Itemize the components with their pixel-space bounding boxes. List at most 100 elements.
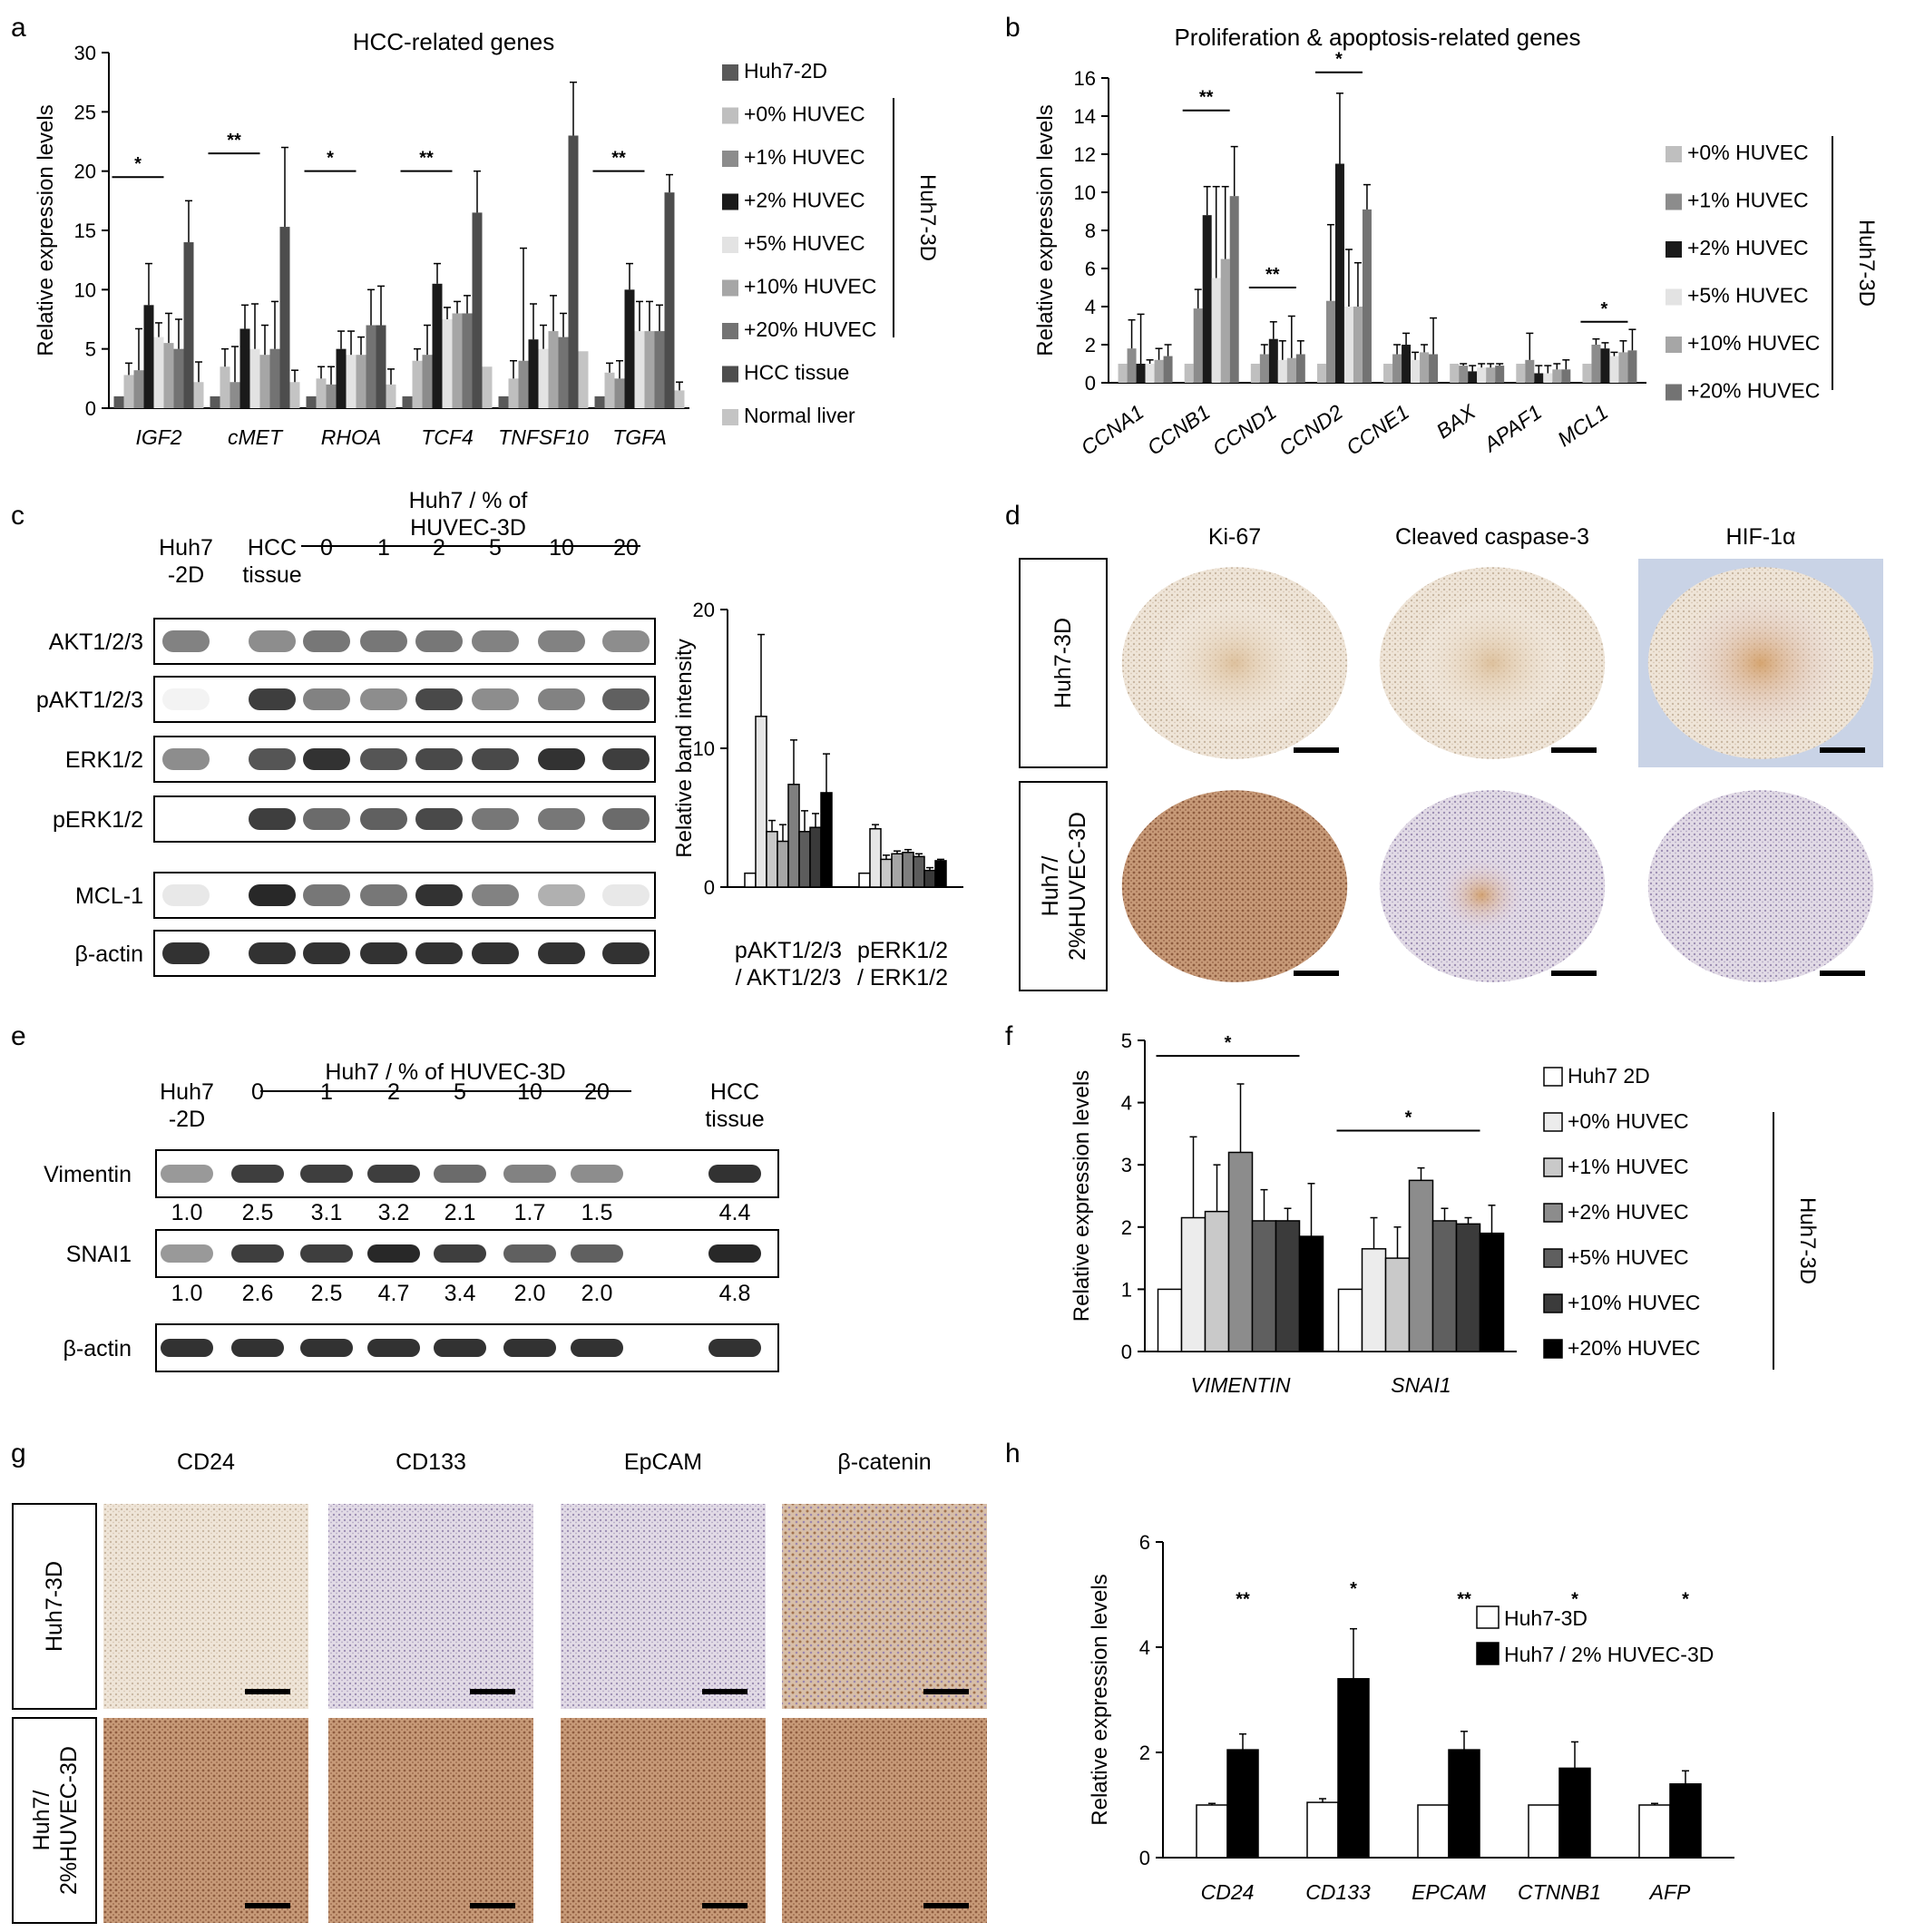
y-tick-label: 16 bbox=[1074, 67, 1096, 90]
blot-band bbox=[571, 1339, 623, 1357]
blot-band bbox=[303, 630, 350, 652]
bar--1-huvec bbox=[1591, 345, 1601, 383]
blot-band bbox=[231, 1339, 284, 1357]
legend-swatch bbox=[1666, 241, 1682, 258]
blot-band bbox=[434, 1165, 486, 1183]
bar-huh7-3d bbox=[1528, 1804, 1560, 1859]
blot-quant-value: 4.8 bbox=[719, 1281, 751, 1306]
blot-row-label: MCL-1 bbox=[75, 883, 143, 909]
bar-hcc-tissue bbox=[664, 192, 675, 408]
blot-lane-label-line: 0 bbox=[320, 535, 333, 561]
blot-quant-value: 2.1 bbox=[444, 1200, 476, 1225]
bar-huh7-2-huvec-3d bbox=[1448, 1749, 1480, 1859]
ihc-spheroid bbox=[1647, 790, 1874, 982]
y-tick-label: 30 bbox=[74, 42, 96, 64]
blot-lane-label-line: -2D bbox=[169, 1107, 205, 1132]
bar--2-huvec bbox=[1600, 348, 1610, 383]
blot-lane-label-line: 2 bbox=[433, 535, 445, 561]
ihc-row-label-line: 2%HUVEC-3D bbox=[1065, 812, 1090, 961]
bar--10-huvec bbox=[644, 331, 655, 408]
blot-band bbox=[434, 1339, 486, 1357]
bar--0-huvec bbox=[316, 378, 327, 408]
blot-band bbox=[538, 808, 585, 830]
blot-lane-label: 1 bbox=[377, 535, 390, 561]
significance-mark: ** bbox=[227, 131, 241, 151]
legend-label: +1% HUVEC bbox=[1687, 189, 1809, 212]
scale-bar bbox=[1551, 971, 1597, 976]
ihc-staining-core bbox=[1437, 857, 1526, 933]
scale-bar bbox=[470, 1903, 515, 1908]
blot-header-line: HUVEC-3D bbox=[410, 515, 526, 541]
bar--1-huvec bbox=[614, 378, 625, 408]
blot-band bbox=[503, 1165, 556, 1183]
blot-band bbox=[249, 748, 296, 770]
significance-mark: ** bbox=[1457, 1590, 1471, 1610]
blot-quant-value: 3.4 bbox=[444, 1281, 476, 1306]
ihc-column-label: CD133 bbox=[396, 1449, 466, 1475]
blot-band bbox=[300, 1339, 353, 1357]
bar--20-huvec bbox=[1479, 1232, 1505, 1352]
x-category-label-line: pAKT1/2/3 bbox=[735, 938, 842, 963]
bar--2-huvec bbox=[1334, 163, 1344, 383]
bar-huh7-2d bbox=[594, 395, 605, 408]
scale-bar bbox=[245, 1903, 290, 1908]
blot-lane-label: 5 bbox=[489, 535, 502, 561]
bar--2-huvec bbox=[624, 289, 635, 408]
legend-label: +0% HUVEC bbox=[1568, 1109, 1689, 1133]
x-category-label-line: / AKT1/2/3 bbox=[736, 965, 842, 990]
x-category-label: TNFSF10 bbox=[498, 425, 589, 449]
y-tick-label: 4 bbox=[1085, 296, 1096, 318]
bar--0-huvec bbox=[1582, 364, 1592, 383]
blot-band bbox=[602, 942, 650, 964]
blot-band bbox=[300, 1244, 353, 1263]
blot-quant-value: 1.7 bbox=[514, 1200, 546, 1225]
y-tick-label: 8 bbox=[1085, 220, 1096, 242]
y-tick-label: 1 bbox=[1121, 1278, 1132, 1301]
y-axis-label: Relative expression levels bbox=[34, 104, 58, 356]
legend-label: +0% HUVEC bbox=[1687, 141, 1809, 164]
legend-swatch bbox=[1666, 146, 1682, 162]
panel-letter-b: b bbox=[1005, 13, 1021, 43]
bar--0-huvec bbox=[1184, 364, 1194, 383]
legend-swatch bbox=[1543, 1157, 1563, 1177]
bar--5-huvec bbox=[1477, 367, 1487, 383]
blot-band bbox=[602, 630, 650, 652]
bar--1-huvec bbox=[230, 382, 240, 408]
blot-band bbox=[472, 808, 519, 830]
bar--0-huvec bbox=[1316, 364, 1326, 383]
x-category-label-line: pERK1/2 bbox=[857, 938, 948, 963]
blot-lane-label-line: 5 bbox=[489, 535, 502, 561]
panel-letter-h: h bbox=[1005, 1439, 1021, 1469]
blot-band bbox=[360, 808, 407, 830]
significance-mark: * bbox=[1601, 299, 1608, 319]
blot-lane-label: 20 bbox=[613, 535, 639, 561]
blot-band bbox=[249, 884, 296, 906]
legend-swatch bbox=[722, 323, 738, 339]
y-tick-label: 0 bbox=[1121, 1341, 1132, 1363]
x-category-label: SNAI1 bbox=[1391, 1373, 1451, 1397]
y-tick-label: 20 bbox=[74, 161, 96, 183]
x-category-label: CCNA1 bbox=[1077, 400, 1148, 460]
scale-bar bbox=[1294, 971, 1339, 976]
bar--10-huvec bbox=[1455, 1223, 1481, 1352]
blot-band bbox=[367, 1339, 420, 1357]
bar-huh7-2d bbox=[858, 872, 871, 888]
blot-band bbox=[538, 688, 585, 710]
y-tick-label: 5 bbox=[1121, 1029, 1132, 1052]
y-tick-label: 12 bbox=[1074, 143, 1096, 166]
significance-mark: * bbox=[1405, 1107, 1412, 1127]
y-axis-label: Relative expression levels bbox=[1088, 1574, 1112, 1825]
blot-quant-value: 2.6 bbox=[242, 1281, 274, 1306]
legend-label: Normal liver bbox=[744, 404, 855, 427]
bar--0-huvec bbox=[1250, 364, 1260, 383]
blot-band bbox=[708, 1339, 761, 1357]
significance-mark: ** bbox=[611, 149, 626, 169]
y-axis-label: Relative expression levels bbox=[1033, 104, 1058, 356]
blot-row-label: pAKT1/2/3 bbox=[36, 688, 143, 713]
significance-mark: * bbox=[327, 149, 334, 169]
bar--20-huvec bbox=[654, 331, 665, 408]
legend-label: +10% HUVEC bbox=[1687, 331, 1820, 355]
x-category-label: CD133 bbox=[1305, 1880, 1371, 1904]
significance-mark: * bbox=[1350, 1579, 1357, 1599]
blot-band bbox=[472, 688, 519, 710]
